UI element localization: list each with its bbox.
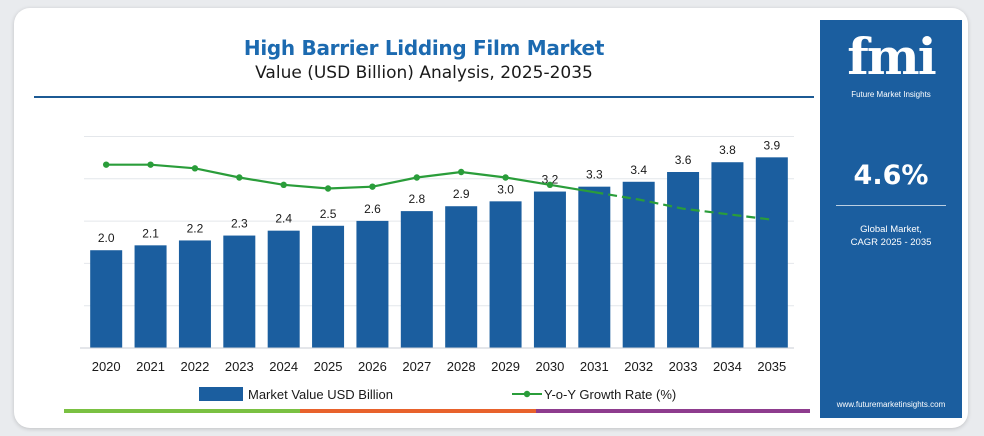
- growth-point-2022: [191, 165, 199, 172]
- growth-point-2024: [280, 181, 287, 189]
- title-divider: [34, 96, 814, 98]
- cagr-divider: [836, 205, 946, 206]
- bar-2029: [489, 201, 522, 348]
- legend-bar-swatch: [199, 387, 243, 401]
- x-tick-label-2023: 2023: [225, 359, 254, 374]
- bar-2023: [223, 235, 256, 348]
- bar-2031: [578, 186, 611, 348]
- growth-point-2020: [102, 161, 110, 168]
- bar-2021: [134, 245, 167, 348]
- growth-point-2021: [147, 161, 154, 168]
- bar-2020: [90, 250, 123, 348]
- bar-value-label-2027: 2.8: [408, 192, 425, 206]
- accent-bar-orange: [300, 409, 536, 413]
- x-tick-label-2033: 2033: [669, 359, 698, 374]
- x-tick-label-2035: 2035: [757, 359, 786, 374]
- bar-value-label-2022: 2.2: [187, 221, 204, 235]
- website-link[interactable]: www.futuremarketinsights.com: [836, 400, 946, 409]
- x-tick-label-2032: 2032: [624, 359, 653, 374]
- chart-title: High Barrier Lidding Film Market: [243, 36, 605, 60]
- accent-bar-green: [64, 409, 300, 413]
- bar-value-label-2028: 2.9: [453, 187, 470, 201]
- bar-value-label-2024: 2.4: [275, 212, 292, 226]
- bar-2022: [178, 240, 211, 348]
- fmi-logo: fmi: [847, 27, 936, 86]
- growth-point-2026: [369, 183, 376, 190]
- x-tick-label-2027: 2027: [402, 359, 431, 374]
- growth-point-2027: [413, 174, 421, 181]
- legend-bar-label: Market Value USD Billion: [248, 387, 393, 402]
- bar-value-label-2026: 2.6: [364, 202, 381, 216]
- x-tick-label-2024: 2024: [269, 359, 298, 374]
- x-tick-label-2026: 2026: [358, 359, 387, 374]
- bar-value-label-2031: 3.3: [586, 168, 603, 182]
- chart-subtitle: Value (USD Billion) Analysis, 2025-2035: [255, 63, 593, 83]
- bar-2032: [622, 181, 655, 348]
- growth-line-solid: [106, 163, 595, 194]
- bar-value-label-2029: 3.0: [497, 182, 514, 196]
- x-tick-label-2034: 2034: [713, 359, 742, 374]
- bar-value-label-2035: 3.9: [763, 138, 780, 152]
- growth-point-2023: [236, 174, 243, 181]
- bar-2025: [312, 225, 345, 348]
- bar-value-label-2021: 2.1: [142, 226, 159, 240]
- x-tick-label-2021: 2021: [136, 359, 165, 374]
- bar-line-chart: 2.0 2020 2.1 2021 2.2 2022 2.3 2023 2.4 2024 2.5 20…: [80, 135, 794, 402]
- bar-value-label-2020: 2.0: [98, 231, 115, 245]
- cagr-label-line1: Global Market,: [860, 224, 922, 235]
- bar-2028: [445, 206, 478, 348]
- chart-card: High Barrier Lidding Film Market Value (…: [14, 8, 968, 428]
- bar-value-label-2033: 3.6: [675, 153, 692, 167]
- growth-point-2029: [502, 174, 509, 181]
- bar-2033: [667, 172, 700, 348]
- growth-point-2028: [457, 168, 465, 176]
- cagr-label-line2: CAGR 2025 - 2035: [850, 237, 932, 248]
- growth-point-2030: [546, 181, 554, 189]
- growth-point-2025: [324, 185, 332, 192]
- bar-value-label-2034: 3.8: [719, 143, 736, 157]
- bar-2026: [356, 220, 389, 348]
- bar-value-label-2023: 2.3: [231, 217, 248, 231]
- cagr-label: Global Market, CAGR 2025 - 2035: [820, 223, 962, 249]
- bar-2030: [533, 191, 566, 348]
- legend-line-marker: [523, 390, 531, 398]
- x-tick-label-2029: 2029: [491, 359, 520, 374]
- bar-2027: [400, 211, 433, 348]
- growth-line-dashed: [594, 191, 772, 221]
- x-tick-label-2022: 2022: [180, 359, 209, 374]
- legend-line-label: Y-o-Y Growth Rate (%): [544, 387, 676, 402]
- x-tick-label-2031: 2031: [580, 359, 609, 374]
- bar-2024: [267, 230, 300, 348]
- x-tick-label-2030: 2030: [535, 359, 564, 374]
- bar-2034: [711, 162, 744, 348]
- bar-2035: [755, 157, 788, 348]
- bar-value-label-2032: 3.4: [630, 163, 647, 177]
- x-tick-label-2020: 2020: [92, 359, 121, 374]
- x-tick-label-2025: 2025: [314, 359, 343, 374]
- cagr-value: 4.6%: [853, 160, 929, 191]
- logo-subtitle: Future Market Insights: [851, 90, 931, 99]
- chart-panel: High Barrier Lidding Film Market Value (…: [34, 20, 814, 418]
- accent-bar-purple: [536, 409, 810, 413]
- bar-value-label-2025: 2.5: [320, 207, 337, 221]
- brand-panel: fmi Future Market Insights 4.6% Global M…: [820, 20, 962, 418]
- x-tick-label-2028: 2028: [447, 359, 476, 374]
